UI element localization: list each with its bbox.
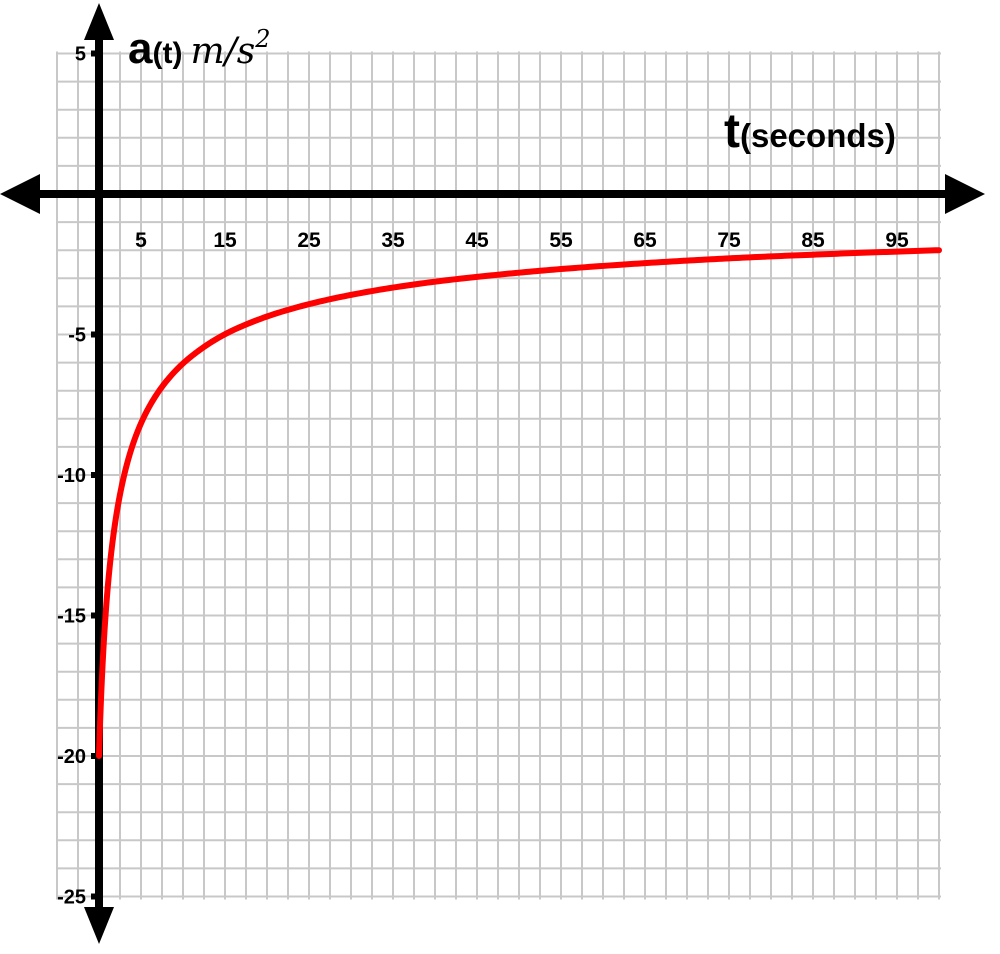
x-tick-label: 25 xyxy=(297,229,321,252)
x-tick-mark xyxy=(222,191,228,197)
x-tick-mark xyxy=(810,191,816,197)
x-tick-marks xyxy=(138,191,900,197)
y-tick-mark xyxy=(91,472,97,478)
x-tick-label: 75 xyxy=(717,229,741,252)
grid xyxy=(56,51,941,900)
x-tick-label: 55 xyxy=(549,229,573,252)
y-tick-label: -10 xyxy=(57,465,86,487)
y-tick-mark xyxy=(91,893,97,900)
x-axis-label: t(seconds) xyxy=(724,105,896,158)
x-tick-mark xyxy=(558,191,564,197)
y-axis-bottom-arrow xyxy=(84,907,114,944)
x-tick-mark xyxy=(516,191,522,197)
x-tick-mark xyxy=(684,191,690,197)
x-tick-mark xyxy=(390,191,396,197)
x-tick-label: 15 xyxy=(213,229,237,252)
y-tick-mark xyxy=(91,753,97,759)
y-axis-label: a(t) m/s2 xyxy=(128,24,271,73)
x-tick-mark xyxy=(600,191,606,197)
x-tick-mark xyxy=(432,191,438,197)
x-tick-mark xyxy=(264,191,270,197)
x-tick-mark xyxy=(642,191,648,197)
x-axis-left-arrow xyxy=(0,174,40,214)
y-tick-labels: 5 -5 -10 -15 -20 -25 xyxy=(57,44,86,909)
x-tick-label: 65 xyxy=(633,229,657,252)
y-tick-label: 5 xyxy=(75,44,86,66)
x-tick-mark xyxy=(726,191,732,197)
axes xyxy=(0,3,985,944)
x-tick-label: 35 xyxy=(381,229,405,252)
x-tick-mark xyxy=(852,191,858,197)
x-tick-mark xyxy=(348,191,354,197)
x-tick-labels: 5 15 25 35 45 55 65 75 85 95 xyxy=(135,229,909,252)
x-tick-mark xyxy=(306,191,312,197)
y-tick-mark xyxy=(91,331,97,338)
x-tick-mark xyxy=(768,191,774,197)
x-tick-mark xyxy=(138,191,144,197)
x-tick-label: 95 xyxy=(885,229,909,252)
x-tick-mark xyxy=(180,191,186,197)
x-tick-label: 5 xyxy=(135,229,147,252)
y-tick-marks xyxy=(91,50,97,900)
y-tick-label: -5 xyxy=(68,325,86,347)
y-tick-label: -15 xyxy=(57,606,86,628)
x-tick-label: 45 xyxy=(465,229,489,252)
x-tick-mark xyxy=(474,191,480,197)
y-tick-mark xyxy=(91,612,97,619)
series-line xyxy=(96,247,942,759)
y-tick-label: -25 xyxy=(57,887,86,909)
y-axis-top-arrow xyxy=(84,3,114,40)
x-tick-label: 85 xyxy=(801,229,825,252)
y-tick-mark xyxy=(91,50,97,57)
x-tick-mark xyxy=(894,191,900,197)
y-tick-label: -20 xyxy=(57,746,86,768)
x-axis-right-arrow xyxy=(945,174,985,214)
